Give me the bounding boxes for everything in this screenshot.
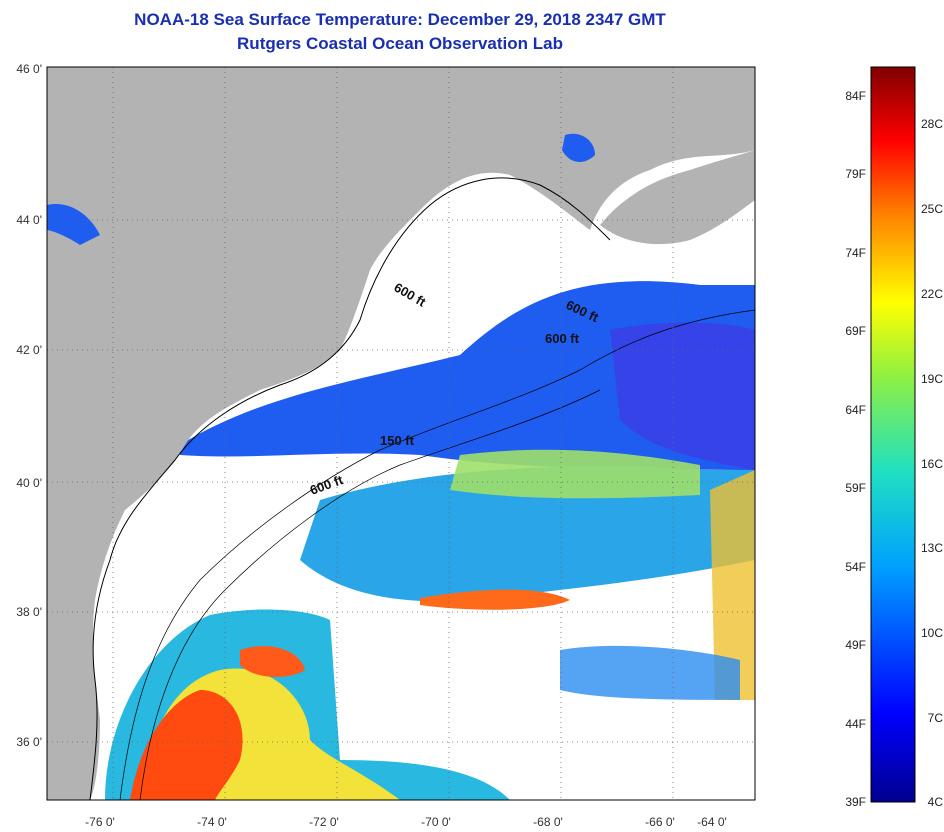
lon-label: -66 0' [645, 815, 675, 829]
lat-label: 42 0' [16, 343, 42, 357]
lon-label: -70 0' [421, 815, 451, 829]
colorbar-f-label: 39F [845, 795, 866, 809]
colorbar-f-label: 54F [845, 560, 866, 574]
grid [47, 67, 755, 800]
isobath-label: 150 ft [380, 433, 415, 448]
colorbar-c-label: 7C [928, 711, 944, 725]
isobath-label: 600 ft [545, 331, 580, 346]
lon-label: -64 0' [697, 815, 727, 829]
ocean-field-green [450, 449, 700, 499]
lake-ontario [47, 204, 100, 245]
colorbar-c-label: 19C [921, 372, 943, 386]
isobath-600 [119, 309, 755, 800]
colorbar-c-label: 10C [921, 626, 943, 640]
colorbar-c-label: 13C [921, 541, 943, 555]
bay-of-fundy-patch [562, 133, 595, 162]
map-subtitle: Rutgers Coastal Ocean Observation Lab [237, 34, 563, 53]
ocean-field-blue [180, 281, 755, 470]
land-north-america [47, 67, 755, 800]
colorbar [870, 66, 916, 803]
colorbar-c-label: 22C [921, 287, 943, 301]
lon-label: -76 0' [85, 815, 115, 829]
isobath-150 [139, 389, 601, 800]
colorbar-c-label: 4C [928, 795, 944, 809]
colorbar-c-label: 16C [921, 457, 943, 471]
warm-eddy [240, 646, 305, 677]
ocean-field-east [710, 470, 755, 700]
map-border [46, 66, 756, 801]
colorbar-f-label: 44F [845, 717, 866, 731]
lat-label: 46 0' [16, 62, 42, 76]
colorbar-f-label: 49F [845, 638, 866, 652]
land-nova-scotia [600, 150, 755, 245]
lat-label: 40 0' [16, 476, 42, 490]
map-title: NOAA-18 Sea Surface Temperature: Decembe… [134, 10, 666, 29]
coastline [89, 177, 611, 800]
lat-label: 38 0' [16, 605, 42, 619]
colorbar-f-label: 64F [845, 403, 866, 417]
colorbar-f-label: 69F [845, 324, 866, 338]
ocean-field-deep-blue [610, 322, 755, 470]
warm-filament [420, 589, 570, 610]
lon-label: -68 0' [533, 815, 563, 829]
colorbar-f-label: 59F [845, 481, 866, 495]
gulf-stream-core [130, 690, 243, 800]
ocean-field-cyan [300, 466, 755, 602]
colorbar-f-label: 79F [845, 167, 866, 181]
lat-label: 36 0' [16, 735, 42, 749]
colorbar-c-label: 25C [921, 202, 943, 216]
colorbar-f-label: 84F [845, 89, 866, 103]
lon-label: -72 0' [309, 815, 339, 829]
lon-label: -74 0' [197, 815, 227, 829]
colorbar-f-label: 74F [845, 246, 866, 260]
lat-label: 44 0' [16, 213, 42, 227]
colorbar-c-label: 28C [921, 117, 943, 131]
ocean-patch-south [560, 645, 740, 700]
